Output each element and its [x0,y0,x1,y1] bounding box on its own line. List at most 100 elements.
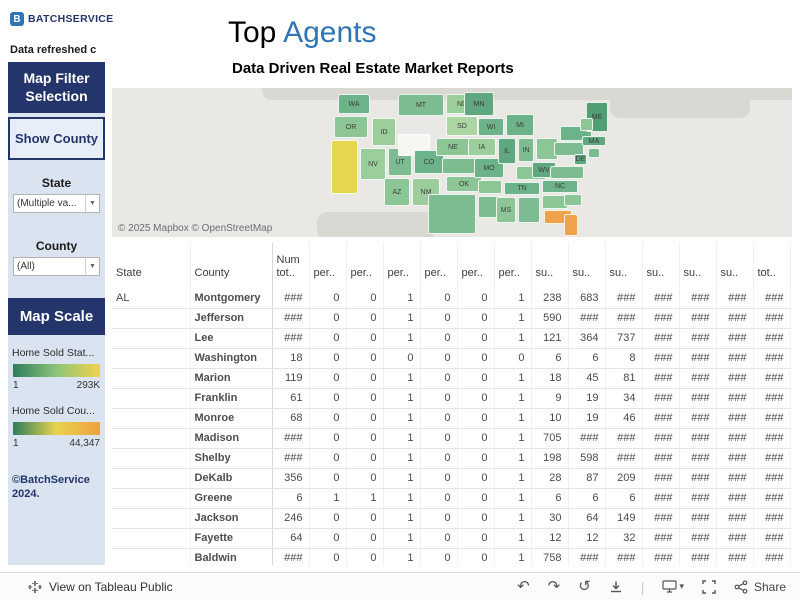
county-cell[interactable]: Monroe [190,408,273,429]
map-state-or[interactable]: OR [334,116,368,138]
value-cell[interactable]: ### [642,508,680,529]
value-cell[interactable]: ### [716,348,754,369]
value-cell[interactable]: 1 [383,408,421,429]
value-cell[interactable]: 1 [494,408,532,429]
value-cell[interactable]: 8 [605,348,643,369]
value-cell[interactable]: ### [716,288,754,309]
us-choropleth-map[interactable]: © 2025 Mapbox © OpenStreetMap WA OR ID NV UT… [112,88,792,237]
value-cell[interactable]: ### [642,368,680,389]
value-cell[interactable]: 0 [309,328,347,349]
value-cell[interactable]: 0 [309,508,347,529]
map-state-area[interactable] [428,194,476,234]
value-cell[interactable]: 12 [531,528,569,549]
value-cell[interactable]: ### [753,288,791,309]
value-cell[interactable]: ### [568,548,606,565]
value-cell[interactable]: 1 [494,468,532,489]
map-state-mn[interactable]: MN [464,92,494,116]
value-cell[interactable]: 0 [494,348,532,369]
county-cell[interactable]: Jackson [190,508,273,529]
value-cell[interactable]: 6 [568,488,606,509]
value-cell[interactable]: ### [679,488,717,509]
value-cell[interactable]: 0 [346,508,384,529]
value-cell[interactable]: 1 [494,528,532,549]
fullscreen-icon[interactable] [702,579,716,594]
value-cell[interactable]: ### [753,448,791,469]
map-state-area[interactable] [554,142,584,156]
value-cell[interactable]: 0 [346,348,384,369]
value-cell[interactable]: ### [679,508,717,529]
map-state-mt[interactable]: MT [398,94,444,116]
map-state-ma[interactable]: MA [582,136,606,146]
value-cell[interactable]: ### [679,308,717,329]
map-state-in[interactable]: IN [518,138,534,162]
value-cell[interactable]: ### [679,388,717,409]
value-cell[interactable]: 6 [272,488,310,509]
value-cell[interactable]: ### [679,328,717,349]
value-cell[interactable]: ### [568,428,606,449]
value-cell[interactable]: ### [272,548,310,565]
value-cell[interactable]: 1 [494,308,532,329]
county-cell[interactable]: Franklin [190,388,273,409]
value-cell[interactable]: 0 [346,368,384,389]
value-cell[interactable]: 87 [568,468,606,489]
map-state-area[interactable] [442,158,476,174]
value-cell[interactable]: 6 [605,488,643,509]
value-cell[interactable]: 1 [383,368,421,389]
county-cell[interactable]: Washington [190,348,273,369]
value-cell[interactable]: 1 [383,548,421,565]
map-state-il[interactable]: IL [498,138,516,164]
value-cell[interactable]: 0 [420,548,458,565]
value-cell[interactable]: 0 [420,428,458,449]
value-cell[interactable]: ### [716,448,754,469]
value-cell[interactable]: 119 [272,368,310,389]
value-cell[interactable]: ### [716,548,754,565]
value-cell[interactable]: 0 [346,408,384,429]
value-cell[interactable]: 1 [383,468,421,489]
value-cell[interactable]: ### [605,288,643,309]
county-cell[interactable]: Fayette [190,528,273,549]
value-cell[interactable]: ### [272,308,310,329]
value-cell[interactable]: ### [605,448,643,469]
value-cell[interactable]: ### [753,528,791,549]
value-cell[interactable]: 590 [531,308,569,329]
value-cell[interactable]: 0 [309,348,347,369]
value-cell[interactable]: 0 [309,408,347,429]
value-cell[interactable]: 0 [420,348,458,369]
value-cell[interactable]: 32 [605,528,643,549]
value-cell[interactable]: 1 [383,488,421,509]
value-cell[interactable]: ### [753,468,791,489]
value-cell[interactable]: ### [753,328,791,349]
value-cell[interactable]: 1 [383,288,421,309]
value-cell[interactable]: 1 [494,388,532,409]
county-cell[interactable]: Shelby [190,448,273,469]
value-cell[interactable]: 1 [494,368,532,389]
county-cell[interactable]: Greene [190,488,273,509]
county-cell[interactable]: Montgomery [190,288,273,309]
value-cell[interactable]: 0 [309,548,347,565]
map-state-az[interactable]: AZ [384,178,410,206]
value-cell[interactable]: 246 [272,508,310,529]
value-cell[interactable]: 737 [605,328,643,349]
value-cell[interactable]: 0 [309,388,347,409]
value-cell[interactable]: 64 [568,508,606,529]
value-cell[interactable]: ### [679,528,717,549]
value-cell[interactable]: ### [716,468,754,489]
value-cell[interactable]: ### [753,548,791,565]
value-cell[interactable]: 1 [494,548,532,565]
value-cell[interactable]: ### [642,408,680,429]
map-state-mo[interactable]: MO [474,158,504,178]
value-cell[interactable]: 0 [420,288,458,309]
value-cell[interactable]: 1 [383,388,421,409]
value-cell[interactable]: 0 [457,368,495,389]
map-state-ne[interactable]: NE [436,138,470,156]
view-on-tableau-link[interactable]: View on Tableau Public [28,580,173,594]
county-filter-dropdown[interactable]: (All) ▼ [13,257,100,276]
value-cell[interactable]: 0 [309,468,347,489]
value-cell[interactable]: 0 [309,428,347,449]
value-cell[interactable]: 0 [420,508,458,529]
value-cell[interactable]: ### [679,448,717,469]
value-cell[interactable]: ### [679,428,717,449]
value-cell[interactable]: ### [605,308,643,329]
value-cell[interactable]: 0 [346,528,384,549]
chevron-down-icon[interactable]: ▼ [85,258,99,275]
